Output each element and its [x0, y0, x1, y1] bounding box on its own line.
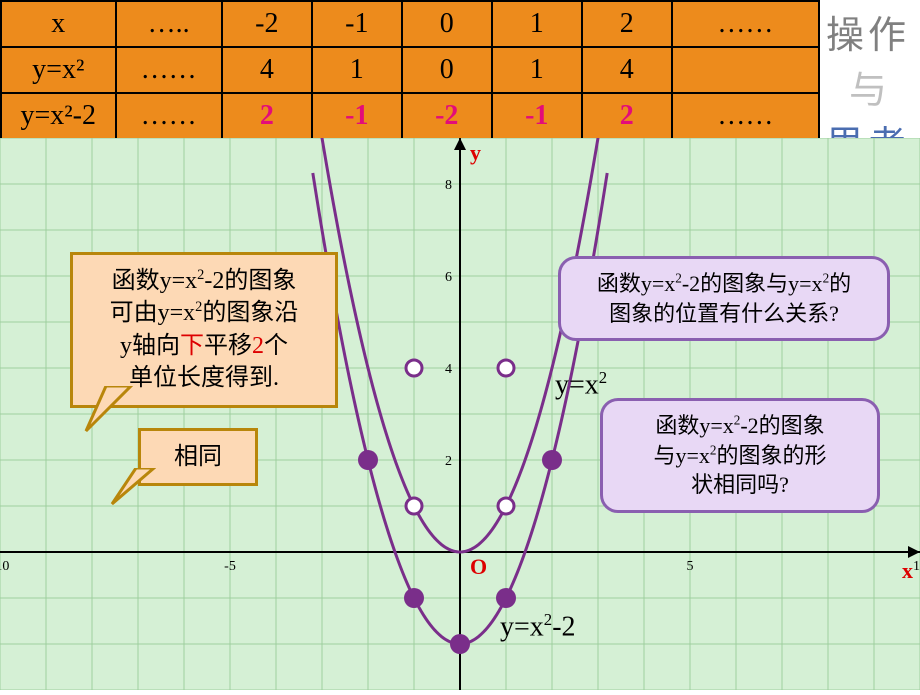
svg-text:-10: -10 [0, 559, 9, 574]
side-l2: 与 [820, 59, 916, 114]
cell: …… [672, 93, 819, 139]
svg-text:5: 5 [687, 559, 694, 574]
cell: y=x² [1, 47, 116, 93]
data-table: x ….. -2 -1 0 1 2 …… y=x² …… 4 1 0 1 4 y… [0, 0, 820, 140]
svg-text:x: x [902, 558, 913, 583]
cell: …… [672, 1, 819, 47]
svg-text:y: y [470, 140, 481, 165]
cell: 1 [312, 47, 402, 93]
cell: 4 [222, 47, 312, 93]
cell: …… [116, 93, 222, 139]
graph-area: -10 -5 5 10 2 4 6 8 Oy x 函数y=x2-2的图象可由y=x2的图象沿y轴向… [0, 138, 920, 690]
cell: 2 [582, 93, 672, 139]
cell: -1 [492, 93, 582, 139]
side-l1: 操作 [820, 4, 916, 59]
svg-text:2: 2 [445, 454, 452, 469]
cell: ….. [116, 1, 222, 47]
table-row: y=x²-2 …… 2 -1 -2 -1 2 …… [1, 93, 819, 139]
cell: 1 [492, 1, 582, 47]
cell [672, 47, 819, 93]
bubble-position: 函数y=x2-2的图象与y=x2的图象的位置有什么关系? [558, 256, 890, 341]
func-label-yx2: y=x2 [555, 368, 607, 401]
cell: …… [116, 47, 222, 93]
svg-text:4: 4 [445, 362, 452, 377]
svg-text:6: 6 [445, 270, 452, 285]
callout-translate: 函数y=x2-2的图象可由y=x2的图象沿y轴向下平移2个单位长度得到. [70, 252, 338, 408]
callout-same: 相同 [138, 428, 258, 486]
bubble-shape: 函数y=x2-2的图象与y=x2的图象的形状相同吗? [600, 398, 880, 513]
cell: 0 [402, 1, 492, 47]
svg-text:10: 10 [913, 559, 920, 574]
svg-text:8: 8 [445, 178, 452, 193]
cell: 2 [222, 93, 312, 139]
func-label-yx2m2: y=x2-2 [500, 610, 576, 643]
cell: 0 [402, 47, 492, 93]
table-row: y=x² …… 4 1 0 1 4 [1, 47, 819, 93]
cell: 1 [492, 47, 582, 93]
table-row: x ….. -2 -1 0 1 2 …… [1, 1, 819, 47]
cell: x [1, 1, 116, 47]
cell: -2 [402, 93, 492, 139]
cell: 4 [582, 47, 672, 93]
cell: -1 [312, 93, 402, 139]
svg-text:-5: -5 [224, 559, 236, 574]
svg-text:O: O [470, 554, 487, 579]
cell: 2 [582, 1, 672, 47]
cell: -1 [312, 1, 402, 47]
cell: -2 [222, 1, 312, 47]
cell: y=x²-2 [1, 93, 116, 139]
